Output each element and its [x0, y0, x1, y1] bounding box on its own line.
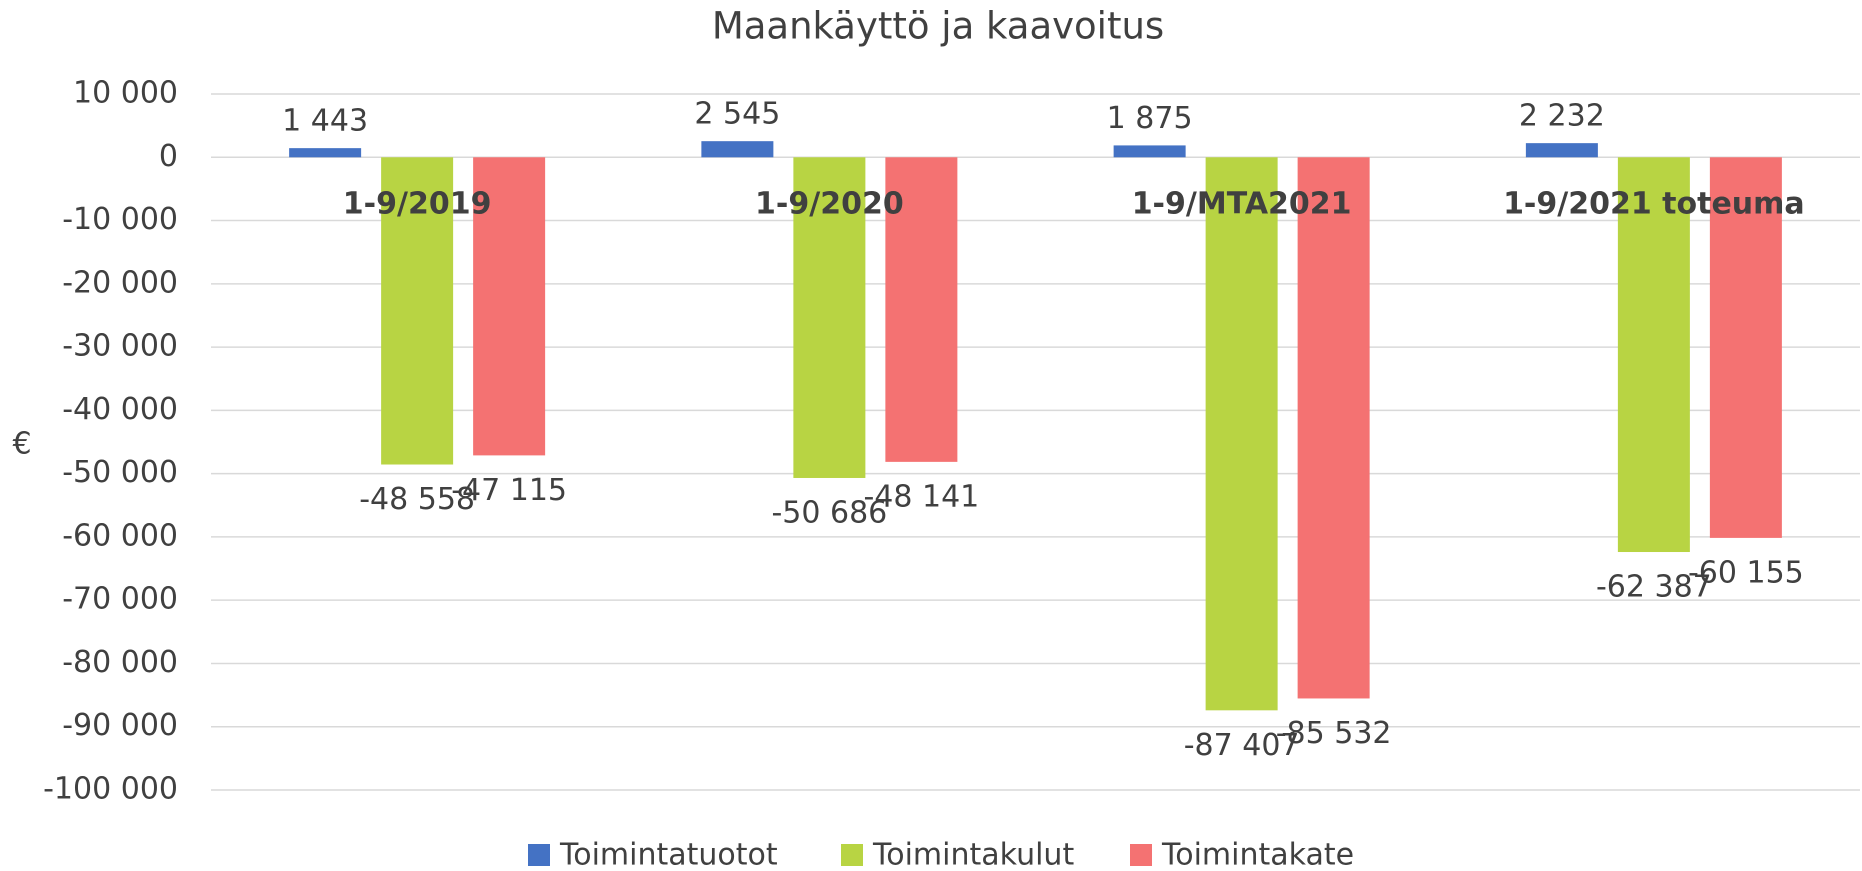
bar [885, 157, 958, 462]
category-label: 1-9/2021 toteuma [1503, 187, 1805, 222]
y-tick-label: -70 000 [62, 582, 178, 617]
y-tick-label: -10 000 [62, 202, 178, 237]
category-label: 1-9/MTA2021 [1132, 187, 1352, 222]
bar [1297, 157, 1370, 699]
legend-label: Toimintakulut [872, 838, 1074, 871]
data-label: -60 155 [1688, 555, 1804, 590]
y-tick-label: -20 000 [62, 265, 178, 300]
data-label: -85 532 [1276, 716, 1392, 751]
data-label: -47 115 [451, 473, 567, 508]
bar [1617, 157, 1690, 553]
y-tick-label: -90 000 [62, 708, 178, 743]
y-tick-label: -40 000 [62, 392, 178, 427]
bar [701, 141, 774, 158]
category-label: 1-9/2020 [755, 187, 904, 222]
data-label: -50 686 [771, 495, 887, 530]
data-label: 1 443 [282, 104, 368, 139]
data-label: -87 407 [1184, 728, 1300, 763]
bar [381, 157, 454, 465]
data-label: 1 875 [1107, 101, 1193, 136]
data-label: -48 141 [863, 479, 979, 514]
data-label: 2 232 [1519, 99, 1605, 134]
legend-swatch [528, 844, 550, 866]
data-label: -62 387 [1596, 570, 1712, 605]
bar [1525, 143, 1598, 158]
data-label: 2 545 [694, 97, 780, 132]
bar [1709, 157, 1782, 538]
y-axis-label: € [12, 427, 31, 462]
y-tick-label: -60 000 [62, 518, 178, 553]
category-label: 1-9/2019 [343, 187, 492, 222]
y-tick-label: 10 000 [73, 76, 178, 111]
y-tick-label: -80 000 [62, 645, 178, 680]
bar [289, 148, 362, 158]
y-tick-label: -50 000 [62, 455, 178, 490]
bar [1205, 157, 1278, 711]
legend-label: Toimintatuotot [559, 838, 778, 871]
legend-label: Toimintakate [1161, 838, 1354, 871]
legend-swatch [1130, 844, 1152, 866]
bar [793, 157, 866, 478]
y-tick-label: -30 000 [62, 329, 178, 364]
chart-title: Maankäyttö ja kaavoitus [712, 5, 1164, 48]
bar [1113, 145, 1186, 158]
y-tick-label: -100 000 [43, 772, 178, 807]
data-label: -48 558 [359, 482, 475, 517]
bar [473, 157, 546, 456]
legend-swatch [841, 844, 863, 866]
y-tick-label: 0 [159, 139, 178, 174]
